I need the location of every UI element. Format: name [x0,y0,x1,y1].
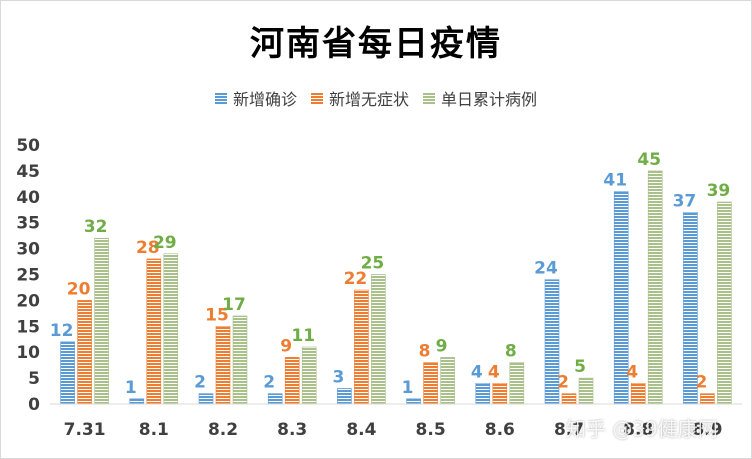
bar-series-0 [129,398,145,405]
bar-value-label: 9 [280,336,292,356]
bar-series-1 [423,362,438,405]
bar-value-label: 45 [637,150,661,170]
bar-series-2 [717,201,732,405]
bar-series-0 [60,341,75,405]
x-tick-label: 8.1 [139,420,169,440]
legend-item-confirmed: 新增确诊 [214,86,297,110]
bar-value-label: 12 [50,321,74,341]
bar-series-2 [301,346,317,405]
x-tick-label: 8.6 [485,420,515,440]
bar-series-0 [198,393,214,405]
bar-value-label: 20 [67,279,91,299]
bar-value-label: 32 [84,217,108,237]
y-tick-label: 45 [16,162,40,182]
bar-value-label: 41 [603,171,627,191]
bar-series-1 [630,382,646,405]
bar-value-label: 4 [626,362,638,382]
bar-value-label: 22 [344,269,368,289]
bar-value-label: 2 [194,373,206,393]
bar-value-label: 4 [471,362,483,382]
bar-series-2 [578,377,594,405]
bar-series-2 [232,315,248,405]
chart-title: 河南省每日疫情 [250,24,502,64]
legend-swatch-daily-total [423,92,435,104]
legend: 新增确诊 新增无症状 单日累计病例 [0,86,752,110]
y-tick-label: 20 [16,291,40,311]
bar-value-label: 1 [125,378,137,398]
bar-value-label: 2 [263,373,275,393]
bar-series-1 [215,325,231,405]
legend-item-daily-total: 单日累计病例 [423,86,537,110]
bar-value-label: 9 [436,336,448,356]
y-tick-label: 10 [16,343,40,363]
legend-label-asymptomatic: 新增无症状 [328,90,409,109]
bar-series-1 [700,393,715,405]
bar-series-1 [77,300,92,405]
bar-series-1 [146,258,162,405]
bar-value-label: 29 [153,233,177,253]
legend-label-daily-total: 单日累计病例 [441,90,538,109]
bar-series-1 [561,393,577,405]
bar-series-2 [440,357,455,405]
y-tick-label: 40 [16,188,40,208]
bar-series-2 [94,237,109,405]
bar-value-label: 5 [574,357,586,377]
bar-series-2 [163,253,179,405]
legend-swatch-confirmed [214,92,227,104]
bar-value-label: 37 [673,191,697,211]
bar-series-2 [647,170,663,405]
bar-series-1 [492,382,508,405]
bar-series-2 [371,274,386,405]
x-tick-label: 8.5 [416,420,446,440]
bar-value-label: 17 [222,295,246,315]
legend-label-confirmed: 新增确诊 [232,90,297,109]
bar-value-label: 11 [291,326,315,346]
bar-series-1 [284,357,300,405]
bar-value-label: 8 [419,342,431,362]
bar-series-2 [509,362,525,405]
x-axis: 7.31 8.1 8.2 8.3 8.4 8.5 8.6 8.7 8.8 8.9 [64,420,723,440]
bar-value-label: 28 [136,238,160,258]
bar-value-label: 4 [488,362,500,382]
bar-value-label: 1 [402,378,414,398]
x-tick-label: 8.2 [208,420,238,440]
x-tick-label: 8.8 [623,420,653,440]
bar-value-label: 15 [205,305,229,325]
y-tick-label: 0 [28,395,40,415]
bar-value-label: 39 [707,181,731,201]
bar-series-0 [337,388,352,405]
y-tick-label: 35 [16,214,40,234]
x-tick-label: 7.31 [64,420,106,440]
bar-value-label: 24 [534,259,558,279]
bar-value-label: 2 [695,373,707,393]
x-tick-label: 8.7 [554,420,584,440]
legend-swatch-asymptomatic [310,92,323,104]
watermark: 知乎 @39健康网 [566,417,718,441]
y-tick-label: 15 [16,317,40,337]
bar-series-1 [354,289,369,405]
bar-value-label: 3 [332,367,344,387]
bar-series-0 [406,398,421,405]
y-tick-label: 25 [16,266,40,286]
bar-series-0 [475,382,491,405]
legend-item-asymptomatic: 新增无症状 [310,86,409,110]
y-axis: 0 5 10 15 20 25 30 35 40 45 50 [16,136,40,415]
bar-value-label: 2 [557,373,569,393]
bar-series-0 [267,393,283,405]
y-tick-label: 30 [16,240,40,260]
x-tick-label: 8.9 [692,420,722,440]
y-tick-label: 50 [16,136,40,156]
y-tick-label: 5 [28,369,40,389]
x-tick-label: 8.4 [346,420,376,440]
bar-value-label: 25 [361,254,385,274]
x-tick-label: 8.3 [277,420,307,440]
bar-value-label: 8 [505,342,517,362]
bars [60,170,732,405]
